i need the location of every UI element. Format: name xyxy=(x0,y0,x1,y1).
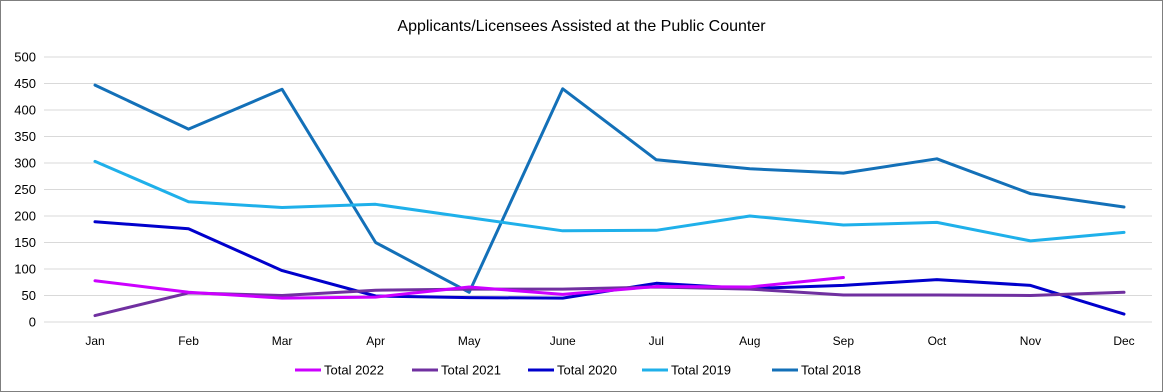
x-tick-label: Mar xyxy=(272,334,293,348)
y-tick-label: 200 xyxy=(14,209,36,224)
x-tick-label: Apr xyxy=(366,334,385,348)
x-tick-label: Nov xyxy=(1020,334,1041,348)
legend-label: Total 2021 xyxy=(441,363,501,378)
y-tick-label: 250 xyxy=(14,182,36,197)
y-tick-label: 300 xyxy=(14,156,36,171)
x-tick-label: Jul xyxy=(649,334,664,348)
x-tick-label: Aug xyxy=(739,334,760,348)
y-tick-label: 450 xyxy=(14,76,36,91)
series-line-total-2020 xyxy=(93,220,1126,316)
y-tick-label: 100 xyxy=(14,262,36,277)
series-line-total-2021 xyxy=(93,285,1126,318)
legend: Total 2022 Total 2021 Total 2020 Total 2019… xyxy=(295,363,861,378)
grid-lines xyxy=(44,56,1152,323)
chart-title: Applicants/Licensees Assisted at the Pub… xyxy=(397,18,766,35)
x-tick-label: Oct xyxy=(928,334,947,348)
y-tick-label: 350 xyxy=(14,129,36,144)
x-tick-label: Jan xyxy=(85,334,104,348)
series-line-total-2018 xyxy=(93,83,1126,294)
y-axis-ticks: 0 50 100 150 200 250 300 350 400 450 500 xyxy=(14,50,36,330)
x-tick-label: May xyxy=(458,334,481,348)
x-tick-label: Feb xyxy=(178,334,199,348)
y-tick-label: 400 xyxy=(14,103,36,118)
x-axis-ticks: Jan Feb Mar Apr May June Jul Aug Sep Oct Nov Dec xyxy=(85,334,1134,348)
y-tick-label: 150 xyxy=(14,235,36,250)
y-tick-label: 50 xyxy=(22,288,36,303)
legend-label: Total 2020 xyxy=(557,363,617,378)
series-line-total-2019 xyxy=(93,159,1126,243)
legend-label: Total 2022 xyxy=(324,363,384,378)
y-tick-label: 500 xyxy=(14,50,36,65)
y-tick-label: 0 xyxy=(29,315,36,330)
x-tick-label: June xyxy=(550,334,576,348)
x-tick-label: Dec xyxy=(1113,334,1134,348)
legend-label: Total 2019 xyxy=(671,363,731,378)
legend-label: Total 2018 xyxy=(801,363,861,378)
series-lines xyxy=(93,83,1126,318)
x-tick-label: Sep xyxy=(833,334,855,348)
series-line-total-2022 xyxy=(93,276,845,300)
